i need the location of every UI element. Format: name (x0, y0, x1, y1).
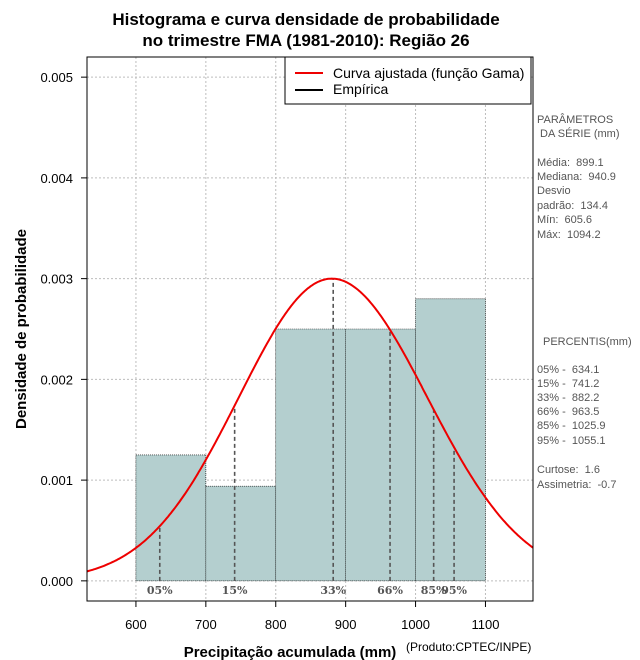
percentile-marker-label: 85% (421, 584, 447, 597)
x-tick-label: 900 (335, 617, 357, 632)
percentile-marker-label: 33% (320, 584, 346, 597)
percentile-markers: 05% 15% 33% 66% 85%95% (147, 278, 468, 597)
percentile-marker-label: 15% (222, 584, 248, 597)
percentil-85: 85% - 1025.9 (537, 420, 606, 432)
x-axis-label: Precipitação acumulada (mm) (184, 644, 397, 660)
bars-layer (135, 298, 486, 582)
param-mediana: Mediana: 940.9 (537, 171, 616, 183)
y-tick-label: 0.003 (40, 272, 73, 287)
histogram-bar (345, 328, 416, 582)
percentil-33: 33% - 882.2 (537, 392, 600, 404)
param-max: Máx: 1094.2 (537, 229, 601, 241)
histogram-bar (275, 328, 346, 582)
x-tick-label: 700 (195, 617, 217, 632)
x-tick-label: 800 (265, 617, 287, 632)
legend: Curva ajustada (função Gama) Empírica (284, 56, 532, 105)
x-tick-label: 1100 (471, 617, 499, 632)
y-tick-label: 0.004 (40, 171, 73, 186)
credit-label: (Produto:CPTEC/INPE) (406, 640, 532, 654)
param-desvio-line-2: padrão: 134.4 (537, 200, 608, 212)
y-tick-label: 0.005 (40, 70, 73, 85)
percentis-header: PERCENTIS(mm) (543, 336, 632, 348)
y-tick-label: 0.000 (40, 574, 73, 589)
percentil-05: 05% - 634.1 (537, 364, 600, 376)
percentil-15: 15% - 741.2 (537, 378, 600, 390)
axes-layer: 600 700 800 900 1000 1100 0.000 0.001 0.002 0.003… (40, 70, 499, 632)
y-tick-label: 0.001 (40, 473, 73, 488)
legend-label-empirical: Empírica (333, 81, 388, 97)
param-min: Mín: 605.6 (537, 214, 593, 226)
x-tick-label: 1000 (401, 617, 430, 632)
params-header-line-2: DA SÉRIE (mm) (537, 128, 620, 140)
stat-assimetria: Assimetria: -0.7 (537, 479, 617, 491)
params-header-line-1: PARÂMETROS (537, 114, 614, 126)
percentile-marker-label: 95% (441, 584, 467, 597)
chart-title-line-1: Histograma e curva densidade de probabil… (112, 10, 500, 29)
histogram-bar (205, 485, 277, 582)
x-tick-label: 600 (125, 617, 147, 632)
percentile-marker-label: 05% (147, 584, 173, 597)
percentil-95: 95% - 1055.1 (537, 435, 606, 447)
stat-curtose: Curtose: 1.6 (537, 464, 600, 476)
param-desvio-line-1: Desvio (537, 185, 571, 197)
legend-label-curve: Curva ajustada (função Gama) (333, 65, 524, 81)
y-axis-label: Densidade de probabilidade (13, 229, 30, 429)
histogram-bar (135, 454, 207, 582)
legend-box (284, 56, 532, 105)
curve-layer (86, 277, 534, 573)
percentile-marker-label: 66% (377, 584, 403, 597)
fitted-gamma-curve (86, 277, 534, 573)
param-media: Média: 899.1 (537, 157, 604, 169)
percentil-66: 66% - 963.5 (537, 406, 600, 418)
y-tick-label: 0.002 (40, 372, 73, 387)
chart-title-line-2: no trimestre FMA (1981-2010): Região 26 (142, 31, 470, 50)
